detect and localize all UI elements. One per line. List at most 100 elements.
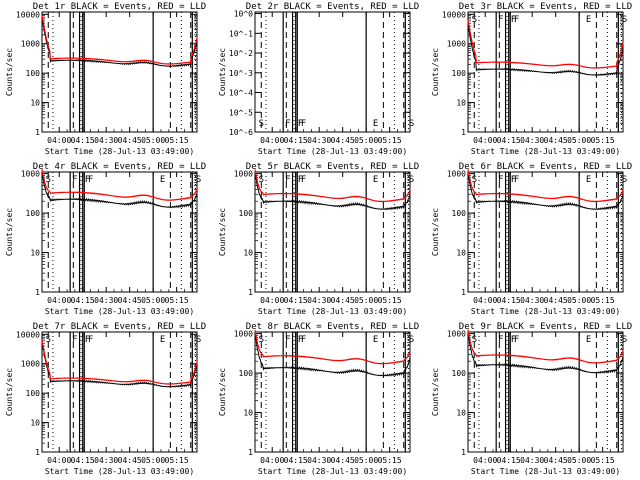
y-tick-label: 100 bbox=[26, 69, 41, 78]
panel-title: Det 6r BLACK = Events, RED = LLD bbox=[459, 162, 632, 172]
y-tick-label: 100 bbox=[239, 369, 254, 378]
event-letter-marker: F bbox=[298, 119, 303, 129]
y-tick-label: 1000 bbox=[21, 170, 40, 179]
panel-title: Det 3r BLACK = Events, RED = LLD bbox=[459, 2, 632, 12]
plot-frame bbox=[41, 331, 198, 453]
x-tick-label: 05:00 bbox=[567, 456, 591, 465]
events-series-line bbox=[41, 18, 198, 67]
event-letter-marker: F bbox=[511, 335, 516, 345]
event-letter-marker: E bbox=[373, 175, 378, 185]
events-series-line bbox=[467, 172, 624, 211]
x-tick-label: 05:15 bbox=[591, 296, 615, 305]
y-tick-label: 1 bbox=[461, 448, 466, 457]
x-axis-label: Start Time (28-Jul-13 03:49:00) bbox=[258, 467, 407, 476]
plot-frame bbox=[254, 331, 411, 453]
x-tick-label: 04:00 bbox=[260, 296, 284, 305]
x-tick-label: 05:15 bbox=[591, 136, 615, 145]
y-axis-label: Counts/sec bbox=[5, 368, 14, 416]
event-letter-marker: F bbox=[88, 175, 93, 185]
x-axis-label: Start Time (28-Jul-13 03:49:00) bbox=[45, 307, 194, 316]
plot-frame bbox=[254, 11, 411, 133]
y-tick-label: 100 bbox=[452, 369, 467, 378]
event-letter-marker: E bbox=[373, 335, 378, 345]
event-letter-marker: S bbox=[409, 175, 414, 185]
panel-title: Det 7r BLACK = Events, RED = LLD bbox=[33, 322, 206, 332]
y-tick-label: 1000 bbox=[447, 170, 466, 179]
events-series-line bbox=[41, 342, 198, 388]
y-tick-label: 10^-3 bbox=[229, 69, 253, 78]
x-tick-label: 04:15 bbox=[284, 456, 308, 465]
panel-9: Det 9r BLACK = Events, RED = LLD 1 10 100 10… bbox=[431, 322, 632, 476]
events-series-line bbox=[467, 332, 624, 374]
panel-5: Det 5r BLACK = Events, RED = LLD 1 10 100 10… bbox=[218, 162, 419, 316]
event-letter-marker: F bbox=[285, 175, 290, 185]
event-letter-marker: E bbox=[586, 335, 591, 345]
x-tick-label: 05:00 bbox=[354, 456, 378, 465]
panel-4: Det 4r BLACK = Events, RED = LLD 1 10 100 10… bbox=[5, 162, 206, 316]
events-series-line bbox=[41, 171, 198, 209]
lld-series-line bbox=[41, 169, 198, 201]
y-tick-label: 1 bbox=[461, 288, 466, 297]
x-tick-label: 04:30 bbox=[520, 136, 544, 145]
panel-8: Det 8r BLACK = Events, RED = LLD 1 10 100 10… bbox=[218, 322, 419, 476]
x-axis-label: Start Time (28-Jul-13 03:49:00) bbox=[45, 147, 194, 156]
x-tick-label: 04:15 bbox=[497, 456, 521, 465]
event-letter-marker: S bbox=[46, 335, 51, 345]
lld-series-line bbox=[254, 329, 411, 365]
y-tick-label: 1000 bbox=[234, 330, 253, 339]
x-tick-label: 04:30 bbox=[94, 456, 118, 465]
panel-title: Det 9r BLACK = Events, RED = LLD bbox=[459, 322, 632, 332]
y-tick-label: 1000 bbox=[21, 360, 40, 369]
x-tick-label: 04:45 bbox=[118, 456, 142, 465]
x-axis-label: Start Time (28-Jul-13 03:49:00) bbox=[471, 147, 620, 156]
x-tick-label: 05:00 bbox=[567, 136, 591, 145]
x-tick-label: 04:45 bbox=[331, 296, 355, 305]
plot-frame bbox=[254, 171, 411, 293]
event-letter-marker: S bbox=[472, 335, 477, 345]
x-tick-label: 05:15 bbox=[378, 136, 402, 145]
y-axis-label: Counts/sec bbox=[218, 48, 227, 96]
x-tick-label: 04:00 bbox=[47, 136, 71, 145]
plot-frame bbox=[467, 331, 624, 453]
event-letter-marker: F bbox=[301, 175, 306, 185]
x-tick-label: 04:00 bbox=[473, 456, 497, 465]
y-tick-label: 1 bbox=[248, 288, 253, 297]
x-tick-label: 05:15 bbox=[378, 456, 402, 465]
y-tick-label: 1 bbox=[35, 288, 40, 297]
y-axis-label: Counts/sec bbox=[5, 208, 14, 256]
y-tick-label: 10000 bbox=[442, 10, 466, 19]
x-tick-label: 04:15 bbox=[497, 296, 521, 305]
panel-title: Det 2r BLACK = Events, RED = LLD bbox=[246, 2, 419, 12]
event-letter-marker: S bbox=[196, 175, 201, 185]
x-tick-label: 05:15 bbox=[378, 296, 402, 305]
event-letter-marker: S bbox=[472, 15, 477, 25]
x-tick-label: 04:45 bbox=[118, 136, 142, 145]
event-letter-marker: S bbox=[259, 119, 264, 129]
panel-1: Det 1r BLACK = Events, RED = LLD 1 10 100 10… bbox=[5, 2, 206, 156]
x-tick-label: 05:00 bbox=[141, 136, 165, 145]
event-letter-marker: F bbox=[85, 175, 90, 185]
event-letter-marker: E bbox=[373, 119, 378, 129]
y-tick-label: 10 bbox=[30, 419, 40, 428]
event-letter-marker: F bbox=[85, 335, 90, 345]
x-tick-label: 04:15 bbox=[71, 456, 95, 465]
event-letter-marker: S bbox=[622, 15, 627, 25]
plot-frame bbox=[41, 11, 198, 133]
x-tick-label: 05:15 bbox=[165, 456, 189, 465]
event-letter-marker: F bbox=[514, 15, 519, 25]
y-axis-label: Counts/sec bbox=[218, 368, 227, 416]
event-letter-marker: F bbox=[498, 335, 503, 345]
y-tick-label: 10^0 bbox=[234, 10, 253, 19]
x-tick-label: 05:15 bbox=[165, 296, 189, 305]
event-letter-marker: F bbox=[298, 175, 303, 185]
lld-series-line bbox=[254, 169, 411, 203]
y-tick-label: 1000 bbox=[447, 330, 466, 339]
y-axis-label: Counts/sec bbox=[431, 48, 440, 96]
plot-frame bbox=[467, 171, 624, 293]
panel-title: Det 5r BLACK = Events, RED = LLD bbox=[246, 162, 419, 172]
panel-title: Det 4r BLACK = Events, RED = LLD bbox=[33, 162, 206, 172]
event-letter-marker: F bbox=[285, 119, 290, 129]
lld-series-line bbox=[467, 20, 624, 69]
x-tick-label: 04:00 bbox=[260, 456, 284, 465]
